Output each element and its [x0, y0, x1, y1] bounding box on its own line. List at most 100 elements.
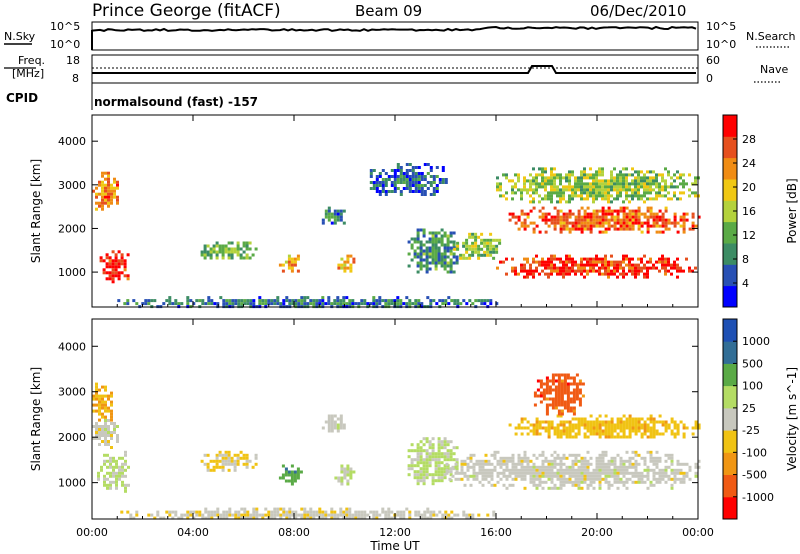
echo-cell	[592, 212, 596, 216]
echo-cell	[595, 417, 599, 421]
echo-cell	[407, 252, 411, 256]
echo-cell	[221, 253, 225, 257]
echo-cell	[210, 299, 214, 303]
echo-cell	[189, 299, 193, 303]
echo-cell	[613, 182, 616, 186]
echo-cell	[478, 459, 482, 463]
echo-cell	[496, 480, 500, 484]
echo-cell	[103, 459, 106, 463]
echo-cell	[577, 477, 581, 481]
echo-cell	[207, 296, 211, 300]
echo-cell	[607, 483, 611, 487]
echo-cell	[517, 468, 521, 472]
echo-cell	[631, 266, 634, 270]
echo-cell	[601, 170, 604, 174]
colorbar-segment	[723, 200, 737, 223]
echo-cell	[111, 259, 115, 263]
echo-cell	[580, 417, 584, 421]
echo-cell	[118, 477, 121, 481]
echo-cell	[434, 470, 438, 474]
echo-cell	[523, 185, 526, 189]
echo-cell	[577, 426, 581, 430]
echo-cell	[592, 429, 596, 433]
echo-cell	[413, 449, 417, 453]
echo-cell	[210, 302, 214, 306]
echo-cell	[529, 269, 532, 273]
echo-cell	[440, 261, 444, 265]
echo-cell	[658, 230, 662, 234]
echo-cell	[126, 302, 130, 306]
echo-cell	[437, 458, 441, 462]
echo-cell	[117, 265, 121, 269]
echo-cell	[429, 299, 433, 303]
echo-cell	[568, 465, 572, 469]
echo-cell	[255, 507, 259, 511]
echo-cell	[468, 256, 472, 260]
echo-cell	[110, 195, 113, 199]
echo-cell	[351, 516, 355, 520]
echo-cell	[565, 224, 569, 228]
echo-cell	[120, 256, 124, 260]
echo-cell	[210, 516, 214, 520]
echo-cell	[634, 275, 637, 279]
echo-cell	[568, 188, 571, 192]
echo-cell	[548, 388, 552, 392]
echo-cell	[443, 458, 447, 462]
echo-cell	[466, 456, 470, 460]
echo-cell	[218, 250, 222, 254]
echo-cell	[487, 462, 491, 466]
echo-cell	[493, 468, 497, 472]
echo-cell	[661, 432, 665, 436]
echo-cell	[619, 462, 623, 466]
echo-cell	[565, 260, 568, 264]
echo-cell	[126, 274, 130, 278]
echo-cell	[571, 260, 574, 264]
echo-cell	[209, 256, 213, 260]
echo-cell	[622, 435, 626, 439]
echo-cell	[551, 397, 555, 401]
echo-cell	[200, 250, 204, 254]
colorbar-tick-label: -500	[742, 469, 767, 482]
echo-cell	[384, 513, 388, 517]
echo-cell	[532, 462, 536, 466]
echo-cell	[682, 423, 686, 427]
echo-cell	[104, 192, 107, 196]
echo-cell	[428, 461, 432, 465]
echo-cell	[610, 188, 613, 192]
echo-cell	[571, 257, 574, 261]
echo-cell	[643, 200, 646, 204]
echo-cell	[625, 272, 628, 276]
echo-cell	[245, 244, 249, 248]
echo-cell	[204, 302, 208, 306]
echo-cell	[495, 238, 499, 242]
echo-cell	[676, 468, 680, 472]
echo-cell	[234, 513, 238, 517]
echo-cell	[112, 459, 115, 463]
echo-cell	[486, 253, 490, 257]
echo-cell	[452, 446, 456, 450]
echo-cell	[449, 467, 453, 471]
echo-cell	[273, 510, 277, 514]
echo-cell	[496, 459, 500, 463]
echo-cell	[422, 228, 426, 232]
echo-cell	[640, 194, 643, 198]
echo-cell	[104, 195, 107, 199]
echo-cell	[366, 302, 370, 306]
echo-cell	[589, 474, 593, 478]
echo-cell	[441, 302, 445, 306]
echo-cell	[236, 244, 240, 248]
echo-cell	[691, 432, 695, 436]
echo-cell	[544, 266, 547, 270]
echo-cell	[679, 266, 682, 270]
echo-cell	[375, 190, 379, 193]
echo-cell	[124, 486, 127, 490]
echo-cell	[598, 459, 602, 463]
echo-cell	[583, 417, 587, 421]
echo-cell	[300, 299, 304, 303]
echo-cell	[655, 477, 659, 481]
echo-cell	[628, 426, 632, 430]
echo-cell	[580, 269, 583, 273]
echo-cell	[449, 234, 453, 238]
echo-cell	[577, 465, 581, 469]
